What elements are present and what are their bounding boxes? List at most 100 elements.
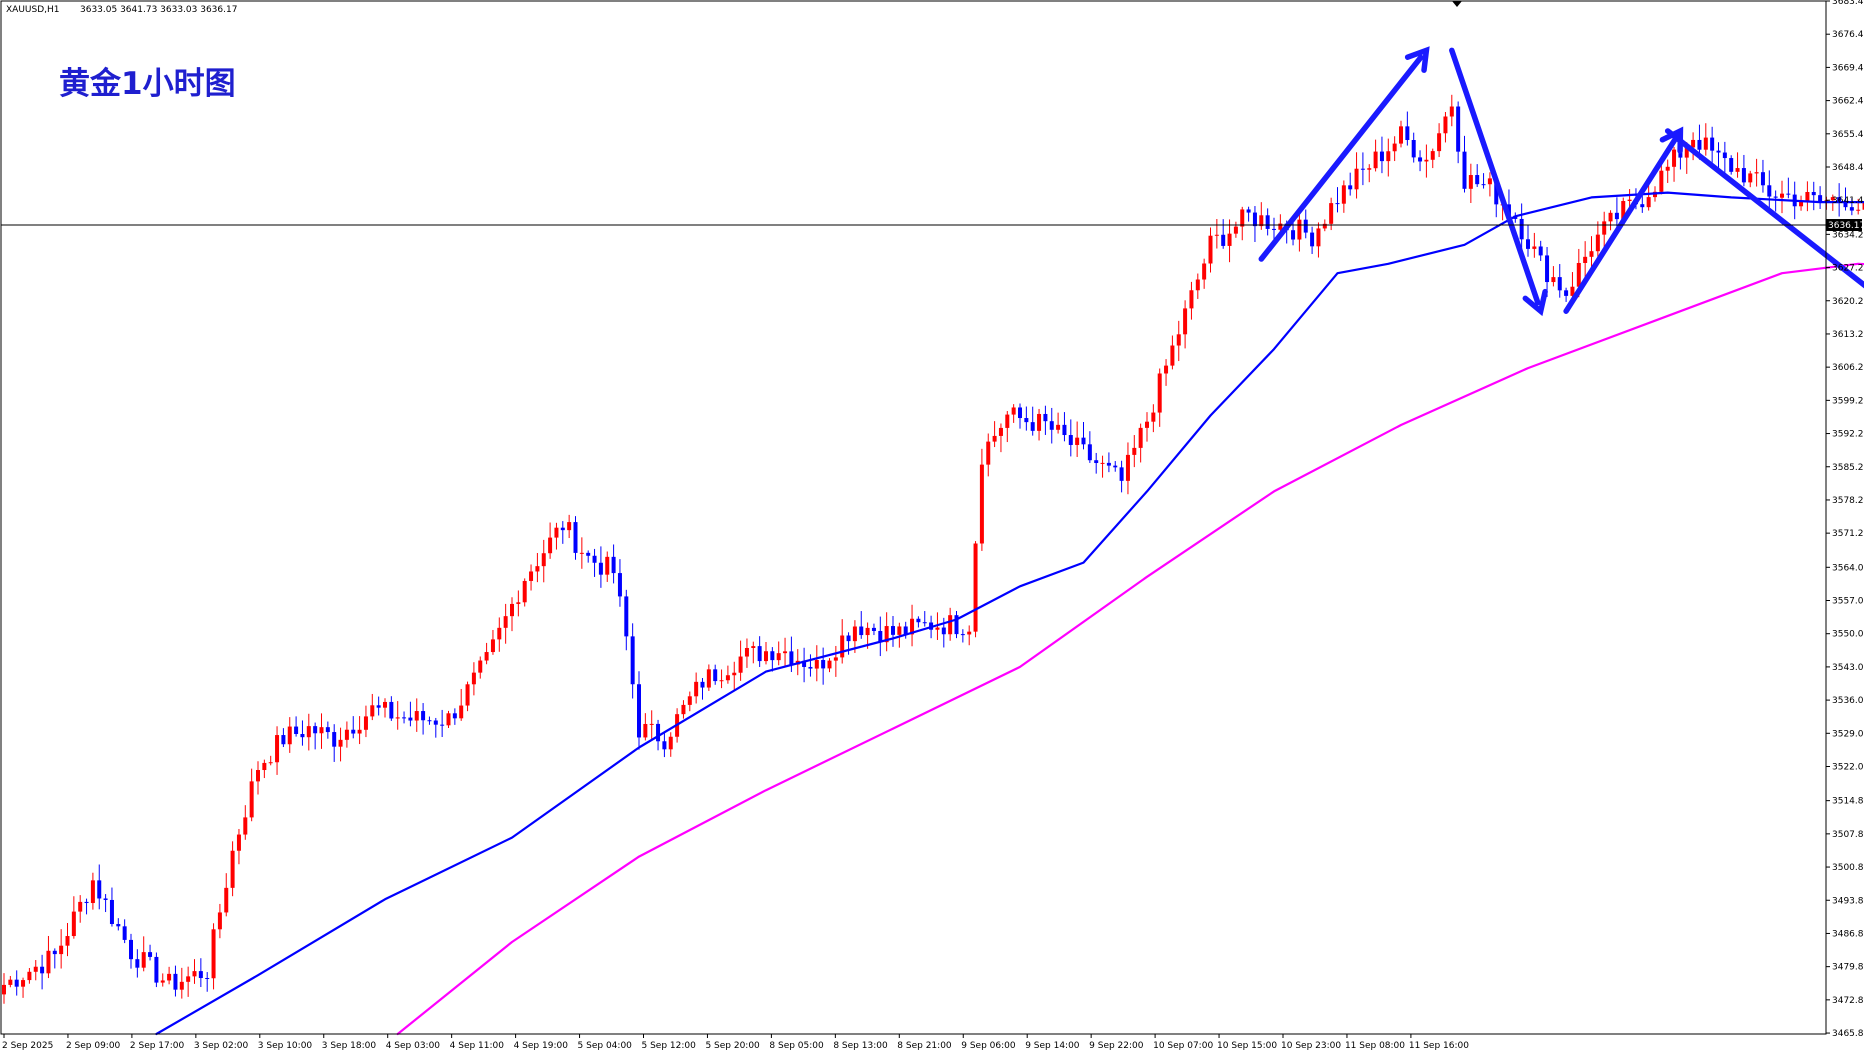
candle [1703,123,1708,156]
candle [1221,219,1226,249]
y-tick-label: 3529.00 [1832,729,1864,739]
x-tick-label: 10 Sep 23:00 [1281,1041,1341,1051]
y-tick-label: 3662.40 [1832,97,1864,107]
candle [484,642,489,665]
candle-body [1672,149,1677,167]
candle-body [1043,413,1048,422]
candle [986,433,991,477]
candle-body [287,726,292,745]
candle-body [567,522,572,531]
candle-body [90,880,95,904]
candle-body [681,704,686,715]
candle [1170,335,1175,370]
candle-body [560,527,565,531]
candle-body [744,647,749,657]
candle-body [1100,462,1105,464]
candle-body [579,552,584,554]
candle-body [1297,219,1302,240]
candle [1443,112,1448,143]
candle [433,717,438,738]
candle [1360,152,1365,186]
candle [59,929,64,969]
candle-body [148,952,153,957]
trend-arrow-down-to-second-low [1664,128,1864,289]
candle-body [1272,228,1276,230]
candle [40,954,45,990]
candle [884,612,889,652]
candle-body [833,657,838,661]
candle [891,616,895,647]
candle [611,544,616,584]
current-price-label: 3636.17 [1828,221,1864,231]
candle [262,759,267,779]
candle-body [1481,184,1486,186]
candle [1202,258,1207,289]
candle [1843,187,1848,211]
candle-body [65,936,70,946]
y-tick-label: 3606.20 [1832,363,1864,373]
price-axis: 3683.40 3676.40 3669.40 3662.40 3655.40 3648.… [1826,0,1864,1039]
candle [1418,150,1423,172]
candle [560,521,565,544]
candle [383,698,387,718]
candle-body [71,911,76,937]
candle-body [706,669,711,688]
candle-body [1227,233,1232,246]
candle [1348,172,1353,196]
y-tick-label: 3648.40 [1832,163,1864,173]
x-tick-label: 3 Sep 02:00 [194,1041,249,1051]
candle [1297,209,1302,252]
candle-body [1278,223,1283,230]
candle-body [376,705,381,708]
candle-body [154,956,159,983]
candle [97,864,102,910]
candle-body [776,653,781,661]
candle [46,935,51,979]
candle-body [783,651,788,654]
candle-body [427,720,432,722]
candle [840,619,845,664]
candle [1773,190,1778,212]
candle-body [548,537,553,554]
candle [1310,226,1315,254]
candle [998,423,1003,453]
candle [186,966,191,997]
candle-body [14,979,19,987]
candle-body [497,627,502,640]
candle [776,641,781,666]
candle-body [179,981,184,990]
candle-body [383,701,387,708]
candle [268,755,273,766]
candle [630,623,635,699]
candle-body [1799,201,1804,207]
candle [427,716,432,725]
shift-marker-icon[interactable] [1452,1,1462,7]
plot-area[interactable] [1,46,1864,1036]
candle-body [1240,209,1245,227]
candle [916,616,921,628]
candle [1659,161,1664,195]
candle [1392,136,1397,162]
x-tick-label: 11 Sep 16:00 [1409,1041,1469,1051]
time-axis: 2 Sep 2025 2 Sep 09:00 2 Sep 17:00 3 Sep 02… [2,1034,1469,1051]
candle [84,898,89,915]
candle [446,710,451,728]
candle [90,872,95,910]
candle [243,805,248,840]
candle-body [395,717,400,719]
candle [1405,111,1410,146]
candle-body [789,651,794,665]
y-tick-label: 3557.00 [1832,597,1864,607]
candle-body [2,984,6,995]
candle [1354,152,1359,199]
candle-body [236,834,241,851]
candle-body [1526,239,1530,249]
x-tick-label: 10 Sep 15:00 [1217,1041,1277,1051]
candle [1176,320,1181,362]
candle-body [1056,424,1061,430]
candle-body [363,716,368,730]
candle [1145,412,1149,442]
x-tick-label: 9 Sep 22:00 [1089,1041,1144,1051]
